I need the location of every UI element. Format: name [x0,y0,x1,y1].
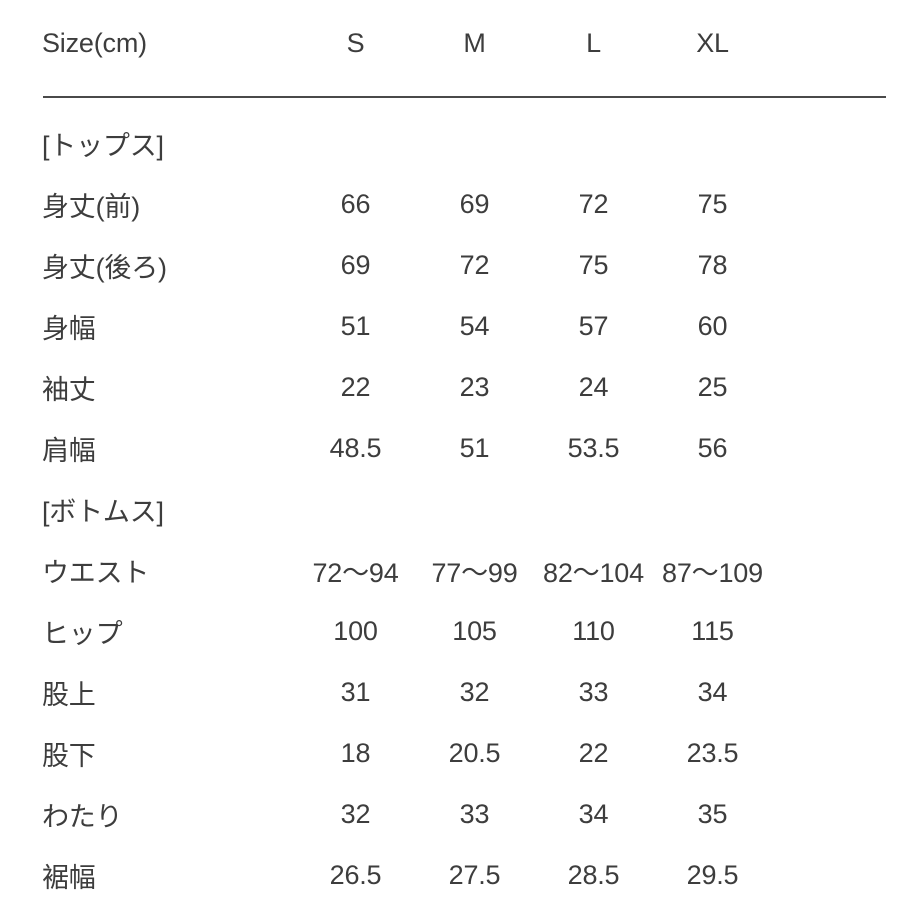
cell-value: 32 [340,799,371,829]
cell-value: 34 [578,799,609,829]
row-label: 身丈(前) [42,192,140,222]
cell-value: 75 [697,189,728,219]
cell-value: 115 [691,616,734,646]
column-header-l: L [586,27,601,58]
section-header-row: [ボトムス] [42,479,900,540]
cell-value: 34 [697,677,728,707]
cell-value: 25 [697,372,728,402]
row-label: 肩幅 [42,436,96,466]
row-label: 裾幅 [42,863,96,893]
row-label: 袖丈 [42,375,96,405]
cell-value: 33 [578,677,609,707]
section-title: [ボトムス] [42,497,164,527]
header-separator-line [43,96,886,98]
cell-value: 100 [333,616,378,646]
cell-value: 56 [697,433,728,463]
cell-value: 82〜104 [543,558,644,588]
row-label: わたり [42,802,123,832]
cell-value: 24 [578,372,609,402]
table-row: 身丈(前) 66 69 72 75 [42,174,900,235]
table-row: 股下 18 20.5 22 23.5 [42,723,900,784]
cell-value: 48.5 [329,433,382,463]
cell-value: 69 [340,250,371,280]
cell-value: 33 [459,799,490,829]
row-label: ヒップ [42,619,123,649]
cell-value: 22 [340,372,371,402]
cell-value: 66 [340,189,371,219]
cell-value: 35 [697,799,728,829]
row-label: 股上 [42,680,96,710]
cell-value: 28.5 [567,860,620,890]
cell-value: 105 [452,616,497,646]
section-header-row: [トップス] [42,113,900,174]
table-row: 股上 31 32 33 34 [42,662,900,723]
cell-value: 87〜109 [662,558,763,588]
cell-value: 31 [340,677,371,707]
cell-value: 54 [459,311,490,341]
cell-value: 60 [697,311,728,341]
row-label: 股下 [42,741,96,771]
cell-value: 23.5 [686,738,739,768]
cell-value: 23 [459,372,490,402]
cell-value: 26.5 [329,860,382,890]
row-label: 身丈(後ろ) [42,253,167,283]
cell-value: 57 [578,311,609,341]
row-label: 身幅 [42,314,96,344]
cell-value: 75 [578,250,609,280]
cell-value: 77〜99 [431,558,518,588]
table-row: 身幅 51 54 57 60 [42,296,900,357]
cell-value: 72〜94 [312,558,399,588]
cell-value: 53.5 [567,433,620,463]
cell-value: 32 [459,677,490,707]
cell-value: 72 [459,250,490,280]
row-label: ウエスト [42,558,150,588]
cell-value: 110 [572,616,615,646]
cell-value: 51 [459,433,490,463]
column-header-s: S [346,27,365,58]
cell-value: 27.5 [448,860,501,890]
column-header-xl: XL [696,27,729,58]
size-chart-header-row: Size(cm) S M L XL [42,27,900,59]
cell-value: 69 [459,189,490,219]
cell-value: 18 [340,738,371,768]
table-row: 身丈(後ろ) 69 72 75 78 [42,235,900,296]
cell-value: 78 [697,250,728,280]
table-row: 肩幅 48.5 51 53.5 56 [42,418,900,479]
cell-value: 72 [578,189,609,219]
table-row: 袖丈 22 23 24 25 [42,357,900,418]
cell-value: 51 [340,311,371,341]
table-row: ウエスト 72〜94 77〜99 82〜104 87〜109 [42,540,900,601]
column-header-m: M [463,27,486,58]
table-row: 裾幅 26.5 27.5 28.5 29.5 [42,845,900,906]
size-unit-label: Size(cm) [42,27,147,58]
table-row: ヒップ 100 105 110 115 [42,601,900,662]
cell-value: 20.5 [448,738,501,768]
cell-value: 22 [578,738,609,768]
size-chart-body: [トップス] 身丈(前) 66 69 72 75 身丈(後ろ) 69 72 75 78 身幅 51 54 5… [42,113,900,906]
section-title: [トップス] [42,131,164,161]
table-row: わたり 32 33 34 35 [42,784,900,845]
cell-value: 29.5 [686,860,739,890]
